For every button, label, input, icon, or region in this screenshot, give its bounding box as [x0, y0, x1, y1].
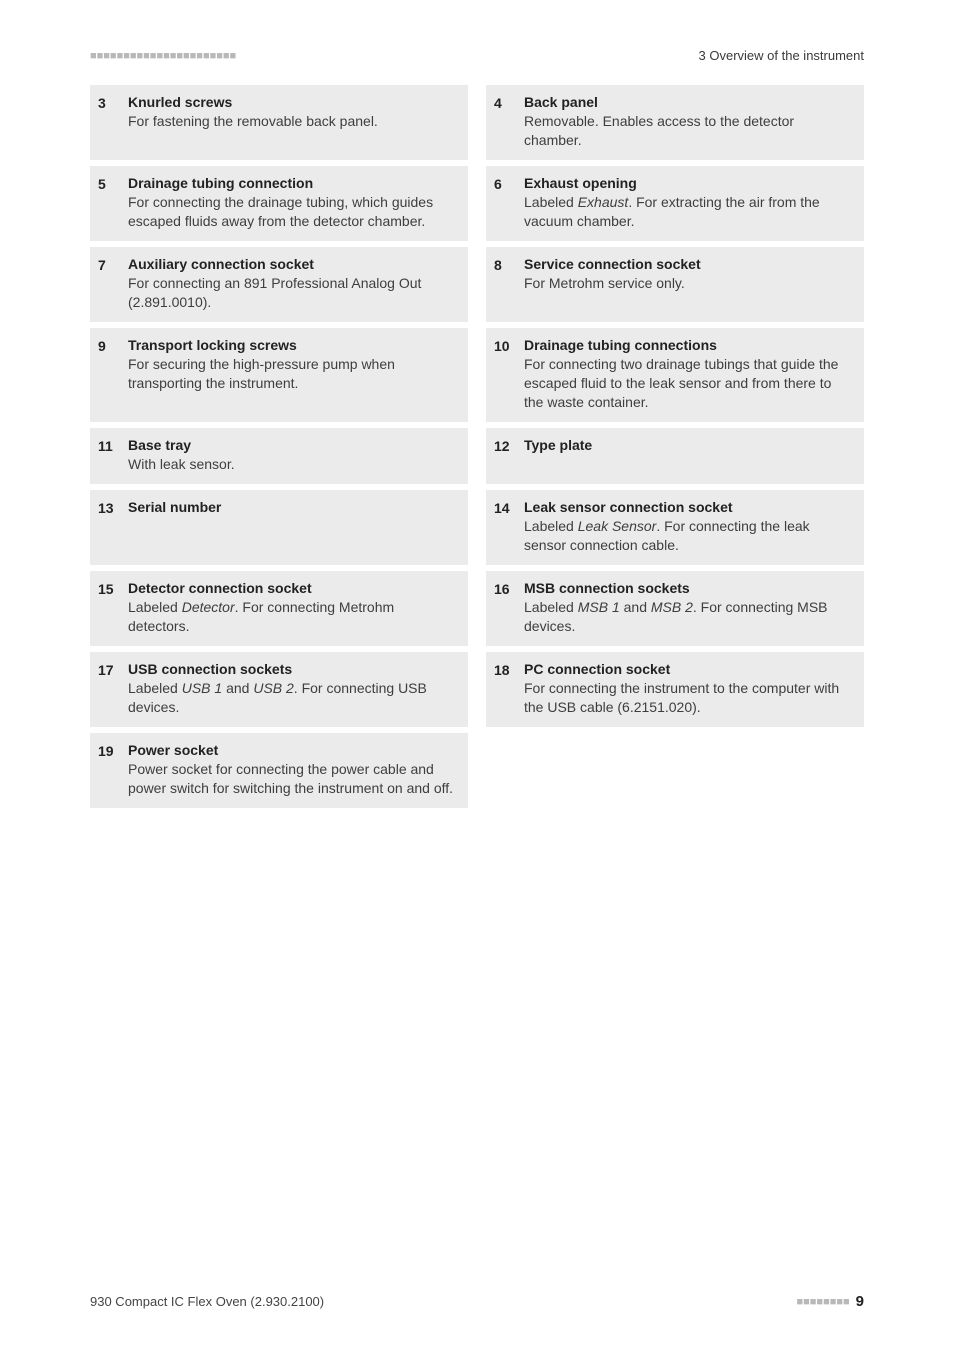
item-description: For connecting the drainage tubing, whic… [128, 193, 458, 231]
item-body: Auxiliary connection socketFor connectin… [128, 255, 458, 312]
item-description: Labeled USB 1 and USB 2. For connecting … [128, 679, 458, 717]
list-item: 3Knurled screwsFor fastening the removab… [90, 85, 468, 160]
list-item: 15Detector connection socketLabeled Dete… [90, 571, 468, 646]
item-description: Labeled Leak Sensor. For connecting the … [524, 517, 854, 555]
item-number: 19 [98, 741, 128, 798]
item-body: Type plate [524, 436, 854, 474]
header-dashes: ■■■■■■■■■■■■■■■■■■■■■■ [90, 50, 236, 62]
item-number: 18 [494, 660, 524, 717]
item-body: Transport locking screwsFor securing the… [128, 336, 458, 412]
item-title: Transport locking screws [128, 336, 458, 355]
list-item: 10Drainage tubing connectionsFor connect… [486, 328, 864, 422]
page-header: ■■■■■■■■■■■■■■■■■■■■■■ 3 Overview of the… [90, 48, 864, 63]
item-number: 10 [494, 336, 524, 412]
item-description: For securing the high-pressure pump when… [128, 355, 458, 393]
item-title: Exhaust opening [524, 174, 854, 193]
item-number: 5 [98, 174, 128, 231]
item-body: Power socketPower socket for connecting … [128, 741, 458, 798]
item-number: 16 [494, 579, 524, 636]
item-number: 11 [98, 436, 128, 474]
item-description: Labeled MSB 1 and MSB 2. For connecting … [524, 598, 854, 636]
item-title: Type plate [524, 436, 854, 455]
item-title: Base tray [128, 436, 458, 455]
list-item: 5Drainage tubing connectionFor connectin… [90, 166, 468, 241]
list-item: 16MSB connection socketsLabeled MSB 1 an… [486, 571, 864, 646]
item-description: For connecting an 891 Professional Analo… [128, 274, 458, 312]
item-title: Power socket [128, 741, 458, 760]
item-body: MSB connection socketsLabeled MSB 1 and … [524, 579, 854, 636]
item-description: Labeled Detector. For connecting Metrohm… [128, 598, 458, 636]
item-title: USB connection sockets [128, 660, 458, 679]
item-number: 7 [98, 255, 128, 312]
item-body: Service connection socketFor Metrohm ser… [524, 255, 854, 312]
item-title: Service connection socket [524, 255, 854, 274]
item-number: 8 [494, 255, 524, 312]
list-item: 13Serial number [90, 490, 468, 565]
footer-product: 930 Compact IC Flex Oven (2.930.2100) [90, 1294, 324, 1309]
item-description: Labeled Exhaust. For extracting the air … [524, 193, 854, 231]
item-description: For Metrohm service only. [524, 274, 854, 293]
item-number: 14 [494, 498, 524, 555]
item-title: Serial number [128, 498, 458, 517]
item-body: Base trayWith leak sensor. [128, 436, 458, 474]
item-body: Detector connection socketLabeled Detect… [128, 579, 458, 636]
list-item: 8Service connection socketFor Metrohm se… [486, 247, 864, 322]
item-title: PC connection socket [524, 660, 854, 679]
item-title: MSB connection sockets [524, 579, 854, 598]
item-title: Drainage tubing connections [524, 336, 854, 355]
list-item: 7Auxiliary connection socketFor connecti… [90, 247, 468, 322]
item-title: Detector connection socket [128, 579, 458, 598]
page-number: 9 [856, 1293, 864, 1310]
item-body: Serial number [128, 498, 458, 555]
item-description: Removable. Enables access to the detecto… [524, 112, 854, 150]
item-description: With leak sensor. [128, 455, 458, 474]
item-number: 6 [494, 174, 524, 231]
column-right: 4Back panelRemovable. Enables access to … [486, 85, 864, 808]
item-title: Auxiliary connection socket [128, 255, 458, 274]
list-item: 14Leak sensor connection socketLabeled L… [486, 490, 864, 565]
item-number: 12 [494, 436, 524, 474]
item-title: Leak sensor connection socket [524, 498, 854, 517]
item-number: 13 [98, 498, 128, 555]
footer-dashes: ■■■■■■■■ [797, 1296, 850, 1308]
page-footer: 930 Compact IC Flex Oven (2.930.2100) ■■… [90, 1293, 864, 1310]
item-body: Knurled screwsFor fastening the removabl… [128, 93, 458, 150]
item-number: 17 [98, 660, 128, 717]
item-description: Power socket for connecting the power ca… [128, 760, 458, 798]
list-item: 4Back panelRemovable. Enables access to … [486, 85, 864, 160]
item-body: Drainage tubing connectionsFor connectin… [524, 336, 854, 412]
item-description: For fastening the removable back panel. [128, 112, 458, 131]
item-number: 9 [98, 336, 128, 412]
item-number: 4 [494, 93, 524, 150]
item-body: Back panelRemovable. Enables access to t… [524, 93, 854, 150]
item-number: 15 [98, 579, 128, 636]
item-description: For connecting the instrument to the com… [524, 679, 854, 717]
item-body: Exhaust openingLabeled Exhaust. For extr… [524, 174, 854, 231]
list-item: 9Transport locking screwsFor securing th… [90, 328, 468, 422]
footer-right: ■■■■■■■■ 9 [797, 1293, 865, 1310]
page: ■■■■■■■■■■■■■■■■■■■■■■ 3 Overview of the… [0, 0, 954, 1350]
list-item: 11Base trayWith leak sensor. [90, 428, 468, 484]
item-number: 3 [98, 93, 128, 150]
item-body: Leak sensor connection socketLabeled Lea… [524, 498, 854, 555]
item-title: Back panel [524, 93, 854, 112]
list-item: 19Power socketPower socket for connectin… [90, 733, 468, 808]
list-item: 17USB connection socketsLabeled USB 1 an… [90, 652, 468, 727]
item-body: Drainage tubing connectionFor connecting… [128, 174, 458, 231]
list-item: 6Exhaust openingLabeled Exhaust. For ext… [486, 166, 864, 241]
item-description: For connecting two drainage tubings that… [524, 355, 854, 412]
list-item: 18PC connection socketFor connecting the… [486, 652, 864, 727]
item-title: Drainage tubing connection [128, 174, 458, 193]
item-body: PC connection socketFor connecting the i… [524, 660, 854, 717]
list-item: 12Type plate [486, 428, 864, 484]
column-left: 3Knurled screwsFor fastening the removab… [90, 85, 468, 808]
header-section-title: 3 Overview of the instrument [699, 48, 864, 63]
content-columns: 3Knurled screwsFor fastening the removab… [90, 85, 864, 808]
item-body: USB connection socketsLabeled USB 1 and … [128, 660, 458, 717]
item-title: Knurled screws [128, 93, 458, 112]
